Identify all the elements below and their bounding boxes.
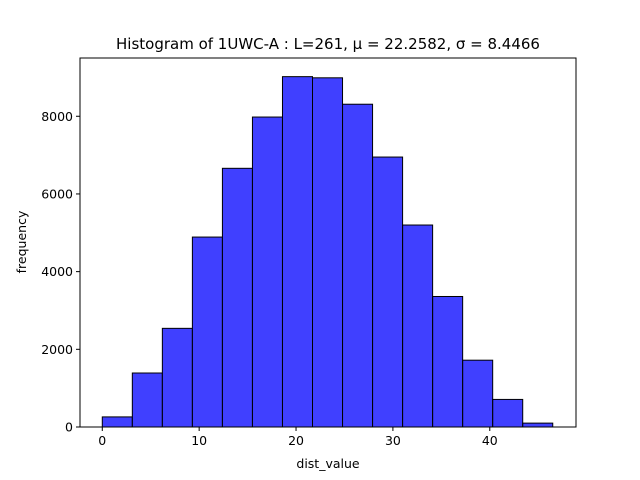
- histogram-bar: [251, 116, 283, 428]
- x-tick-label: 10: [191, 433, 207, 448]
- histogram-bar: [101, 416, 133, 428]
- histogram-bar: [161, 327, 193, 428]
- y-axis-label: frequency: [14, 210, 29, 273]
- histogram-bar: [342, 103, 374, 428]
- bars-group: [101, 76, 554, 428]
- chart-title: Histogram of 1UWC-A : L=261, μ = 22.2582…: [116, 35, 540, 53]
- y-tick-label: 0: [65, 420, 73, 435]
- histogram-bar: [372, 156, 404, 428]
- x-tick-label: 40: [482, 433, 498, 448]
- histogram-bar: [191, 236, 223, 428]
- x-axis-ticks: 0 10 20 30 40: [98, 427, 498, 448]
- y-axis-ticks: 0 2000 4000 6000 8000: [41, 109, 80, 435]
- y-tick-label: 8000: [41, 109, 73, 124]
- histogram-bar: [492, 398, 524, 428]
- histogram-bar: [522, 422, 554, 428]
- histogram-bar: [402, 224, 434, 428]
- histogram-bar: [312, 77, 344, 428]
- y-tick-label: 4000: [41, 264, 73, 279]
- plot-frame: [79, 57, 577, 428]
- histogram-bar: [462, 359, 494, 428]
- x-tick-label: 0: [98, 433, 106, 448]
- histogram-bar: [432, 295, 464, 428]
- y-tick-label: 6000: [41, 186, 73, 201]
- x-axis-label: dist_value: [296, 456, 360, 471]
- x-tick-label: 30: [385, 433, 401, 448]
- histogram-bar: [131, 372, 163, 428]
- histogram-bar: [281, 76, 313, 428]
- x-tick-label: 20: [288, 433, 304, 448]
- y-tick-label: 2000: [41, 342, 73, 357]
- histogram-bar: [221, 167, 253, 428]
